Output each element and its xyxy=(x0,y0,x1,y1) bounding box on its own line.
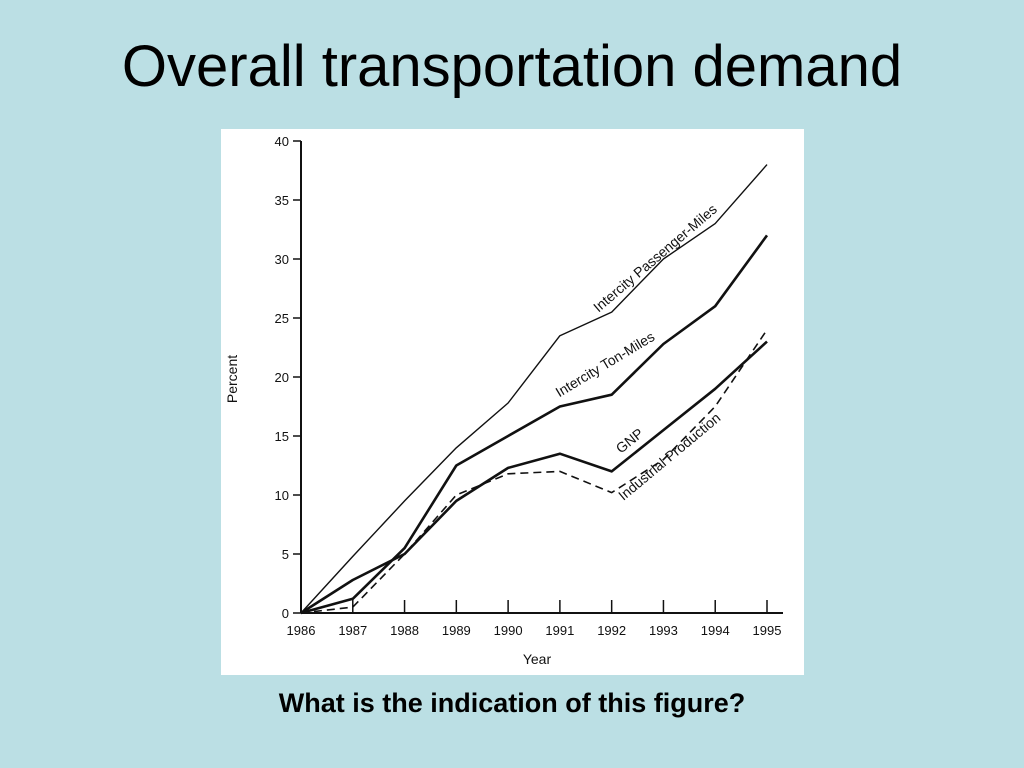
x-tick-label: 1987 xyxy=(338,623,367,638)
y-tick-label: 40 xyxy=(275,134,289,149)
series-label: Intercity Passenger-Miles xyxy=(590,201,720,315)
y-tick-label: 25 xyxy=(275,311,289,326)
y-tick-label: 10 xyxy=(275,488,289,503)
y-tick-label: 5 xyxy=(282,547,289,562)
series-line xyxy=(300,329,768,614)
chart-panel: 0 5 10 15 20 25 30 35 40 1986 1987 1988 1989 1990 1991… xyxy=(221,129,804,675)
x-tick-label: 1989 xyxy=(442,623,471,638)
y-tick-label: 20 xyxy=(275,370,289,385)
x-tick-label: 1988 xyxy=(390,623,419,638)
x-tick-label: 1992 xyxy=(597,623,626,638)
slide-title: Overall transportation demand xyxy=(121,34,903,99)
x-tick-label: 1986 xyxy=(287,623,316,638)
series-lines xyxy=(300,164,769,615)
x-tick-label: 1994 xyxy=(701,623,730,638)
y-tick-label: 0 xyxy=(282,606,289,621)
x-tick-label: 1995 xyxy=(753,623,782,638)
series-label: GNP xyxy=(613,425,647,456)
x-axis-title: Year xyxy=(523,651,552,667)
x-tick-label: 1993 xyxy=(649,623,678,638)
axes: 0 5 10 15 20 25 30 35 40 1986 1987 1988 1989 1990 1991… xyxy=(275,134,783,638)
series-line xyxy=(300,340,768,615)
line-chart: 0 5 10 15 20 25 30 35 40 1986 1987 1988 1989 1990 1991… xyxy=(224,134,783,667)
x-tick-label: 1991 xyxy=(545,623,574,638)
series-line xyxy=(300,234,769,615)
slide-caption: What is the indication of this figure? xyxy=(278,688,746,718)
series-line xyxy=(300,164,768,614)
y-tick-label: 30 xyxy=(275,252,289,267)
y-axis-title: Percent xyxy=(224,355,240,403)
y-tick-label: 35 xyxy=(275,193,289,208)
x-tick-label: 1990 xyxy=(494,623,523,638)
y-tick-label: 15 xyxy=(275,429,289,444)
